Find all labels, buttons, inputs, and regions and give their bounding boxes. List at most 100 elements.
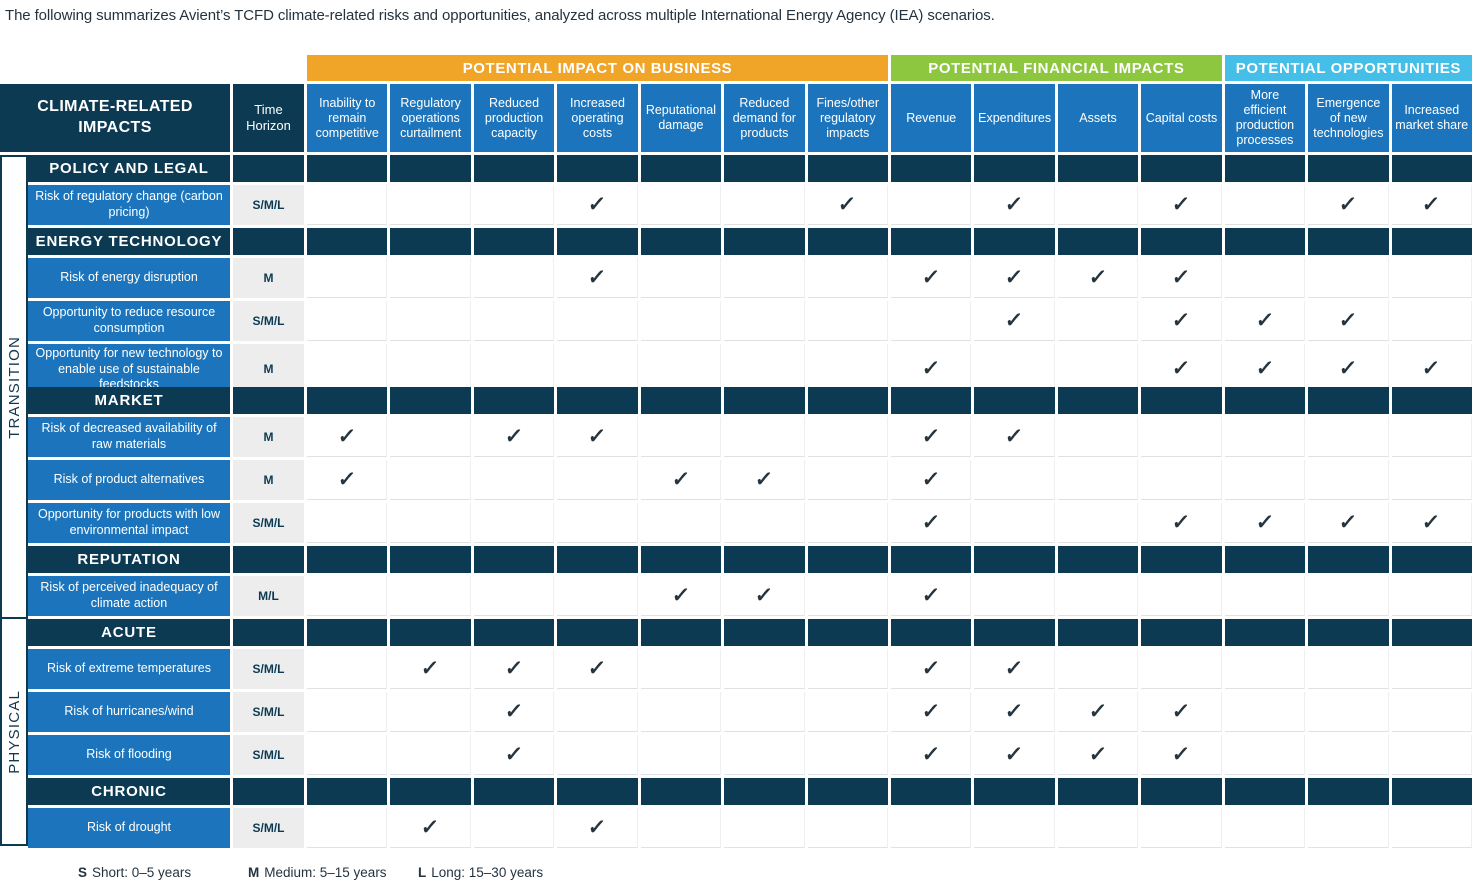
time-horizon-value: S/M/L — [233, 301, 304, 341]
matrix-cell: ✓ — [1224, 301, 1306, 341]
column-header-12: Emergence of new technologies — [1308, 84, 1389, 152]
row-label: Opportunity for products with low enviro… — [28, 503, 230, 543]
section-row: POLICY AND LEGAL — [28, 155, 1472, 182]
matrix-cell — [891, 185, 972, 225]
matrix-cell — [974, 808, 1055, 848]
matrix-cell — [307, 344, 388, 395]
matrix-cell — [1308, 576, 1389, 616]
time-horizon-value: M — [233, 417, 304, 457]
section-fill-cell — [557, 387, 638, 414]
row-label: Opportunity for new technology to enable… — [28, 344, 230, 395]
legend-key-short: S — [78, 865, 88, 880]
column-header-0: Inability to remain competitive — [307, 84, 388, 152]
section-fill-cell — [233, 228, 304, 255]
check-icon: ✓ — [1170, 357, 1192, 381]
matrix-cell — [1224, 735, 1306, 775]
matrix-cell: ✓ — [891, 692, 972, 732]
matrix-cell — [1141, 576, 1222, 616]
section-fill-cell — [473, 387, 555, 414]
check-icon: ✓ — [1170, 193, 1192, 216]
matrix-cell — [1391, 417, 1472, 457]
check-icon: ✓ — [1087, 700, 1108, 723]
matrix-cell — [390, 344, 471, 395]
matrix-cell — [1224, 417, 1306, 457]
matrix-cell — [390, 503, 471, 543]
check-icon: ✓ — [837, 193, 858, 216]
table-row: Risk of extreme temperatures S/M/L ✓ ✓ ✓ ✓ ✓ — [28, 649, 1472, 689]
legend-text-medium: Medium: 5–15 years — [264, 865, 387, 880]
matrix-cell: ✓ — [557, 258, 638, 298]
section-fill-cell — [1391, 546, 1472, 573]
check-icon: ✓ — [503, 700, 524, 723]
matrix-cell — [390, 301, 471, 341]
section-fill-cell — [307, 155, 388, 182]
check-icon: ✓ — [753, 468, 774, 491]
check-icon: ✓ — [920, 700, 941, 723]
matrix-cell — [724, 301, 805, 341]
matrix-cell: ✓ — [307, 460, 388, 500]
matrix-cell — [1224, 692, 1306, 732]
column-header-3: Increased operating costs — [557, 84, 638, 152]
matrix-cell: ✓ — [1391, 503, 1472, 543]
matrix-cell — [1224, 460, 1306, 500]
matrix-cell — [724, 692, 805, 732]
time-horizon-value: S/M/L — [233, 692, 304, 732]
check-icon: ✓ — [670, 584, 691, 607]
section-fill-cell — [233, 546, 304, 573]
side-label-transition: TRANSITION — [0, 155, 28, 619]
matrix-cell — [807, 417, 888, 457]
column-header-7: Revenue — [891, 84, 972, 152]
row-label: Risk of flooding — [28, 735, 230, 775]
check-icon: ✓ — [503, 657, 524, 680]
matrix-cell — [891, 301, 972, 341]
matrix-cell — [307, 735, 388, 775]
matrix-cell — [640, 185, 722, 225]
table-row: Opportunity for new technology to enable… — [28, 344, 1472, 395]
row-label: Risk of drought — [28, 808, 230, 848]
section-fill-cell — [1057, 778, 1139, 805]
section-fill-cell — [390, 619, 471, 646]
section-fill-cell — [557, 778, 638, 805]
section-fill-cell — [390, 387, 471, 414]
matrix-cell — [1224, 185, 1306, 225]
section-fill-cell — [974, 387, 1055, 414]
time-horizon-value: S/M/L — [233, 503, 304, 543]
matrix-cell — [974, 344, 1055, 395]
matrix-cell: ✓ — [1391, 344, 1472, 395]
matrix-cell — [724, 503, 805, 543]
column-header-8: Expenditures — [974, 84, 1055, 152]
section-fill-cell — [724, 387, 805, 414]
matrix-cell — [1391, 808, 1472, 848]
section-fill-cell — [1308, 155, 1389, 182]
matrix-cell — [390, 258, 471, 298]
column-header-row: CLIMATE-RELATED IMPACTS Time Horizon Ina… — [0, 84, 1472, 152]
matrix-cell: ✓ — [390, 649, 471, 689]
section-fill-cell — [974, 619, 1055, 646]
check-icon: ✓ — [420, 657, 441, 680]
matrix-cell — [557, 503, 638, 543]
section-fill-cell — [390, 228, 471, 255]
row-label: Risk of decreased availability of raw ma… — [28, 417, 230, 457]
matrix-cell — [1308, 649, 1389, 689]
section-fill-cell — [473, 619, 555, 646]
matrix-cell: ✓ — [473, 649, 555, 689]
row-label: Risk of hurricanes/wind — [28, 692, 230, 732]
matrix-cell — [1057, 503, 1139, 543]
matrix-cell: ✓ — [557, 808, 638, 848]
matrix-cell — [557, 460, 638, 500]
check-icon: ✓ — [1004, 266, 1025, 289]
matrix-cell — [1391, 576, 1472, 616]
matrix-cell — [390, 460, 471, 500]
check-icon: ✓ — [420, 816, 441, 839]
section-fill-cell — [1057, 228, 1139, 255]
column-header-11: More efficient production processes — [1224, 84, 1306, 152]
matrix-cell — [640, 503, 722, 543]
matrix-cell — [307, 692, 388, 732]
matrix-cell — [640, 301, 722, 341]
section-fill-cell — [307, 387, 388, 414]
matrix-cell — [307, 576, 388, 616]
table-row: Risk of regulatory change (carbon pricin… — [28, 185, 1472, 225]
legend-item-long: L Long: 15–30 years — [418, 865, 543, 880]
matrix-cell — [1308, 258, 1389, 298]
matrix-cell — [807, 808, 888, 848]
